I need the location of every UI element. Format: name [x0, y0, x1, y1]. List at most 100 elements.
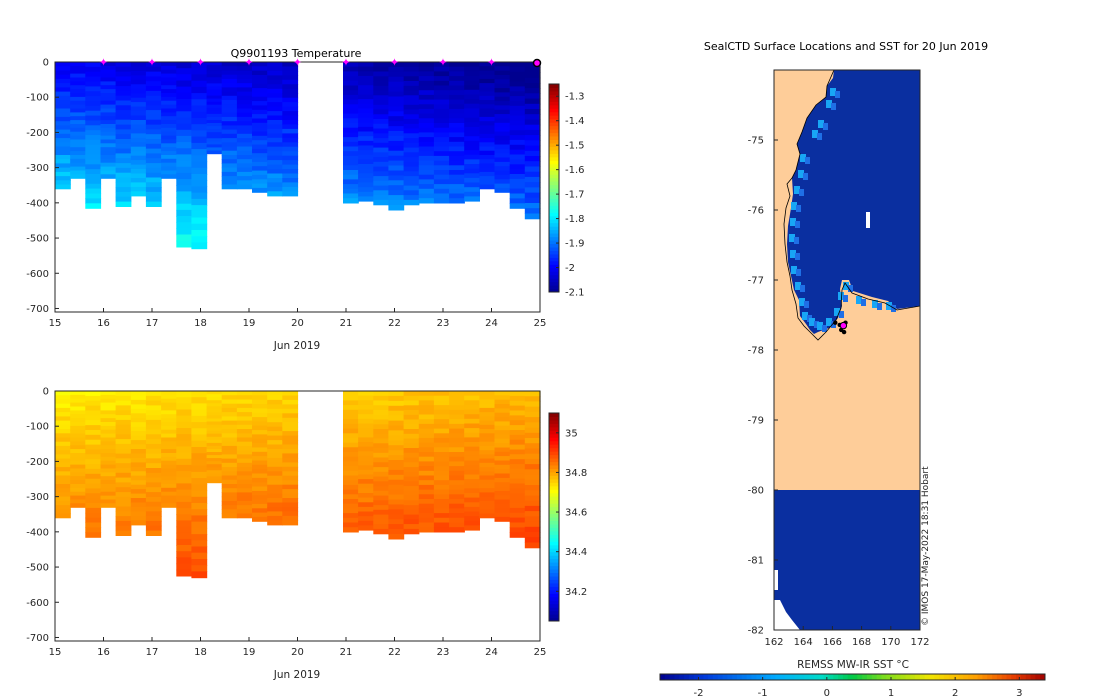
- section-cell: [282, 426, 299, 432]
- section-cell: [524, 129, 541, 136]
- colorbar-segment: [549, 458, 559, 463]
- section-cell: [494, 451, 511, 457]
- section-cell: [524, 124, 541, 131]
- section-cell: [145, 201, 162, 207]
- section-cell: [343, 409, 359, 416]
- section-cell: [85, 76, 102, 83]
- section-cell: [161, 391, 177, 396]
- section-cell: [343, 184, 359, 190]
- section-cell: [433, 66, 450, 72]
- section-cell: [236, 424, 253, 430]
- sst-colorbar-segment: [818, 674, 825, 680]
- section-cell: [252, 404, 268, 409]
- section-cell: [449, 447, 465, 453]
- sst-colorbar-segment: [862, 674, 868, 680]
- section-cell: [358, 159, 374, 165]
- section-cell: [221, 492, 238, 498]
- section-cell: [55, 458, 71, 464]
- section-cell: [403, 190, 420, 196]
- colorbar-segment: [549, 447, 559, 452]
- section-cell: [282, 391, 299, 397]
- sst-colorbar-segment: [996, 674, 1003, 680]
- section-cell: [176, 123, 193, 131]
- section-cell: [55, 95, 71, 101]
- section-cell: [236, 420, 253, 426]
- section-cell: [524, 438, 541, 444]
- section-cell: [479, 441, 496, 447]
- sst-colorbar-segment: [756, 674, 762, 680]
- section-cell: [509, 444, 526, 451]
- section-cell: [115, 71, 132, 77]
- section-cell: [161, 96, 177, 102]
- section-cell: [433, 90, 450, 96]
- section-cell: [55, 509, 71, 515]
- section-cell: [267, 417, 283, 423]
- colorbar-segment: [549, 575, 559, 580]
- section-cell: [55, 492, 71, 498]
- colorbar-segment: [549, 236, 559, 241]
- colorbar-segment: [549, 562, 559, 567]
- section-cell: [464, 108, 480, 114]
- section-cell: [236, 78, 253, 84]
- section-cell: [130, 449, 147, 455]
- section-cell: [282, 111, 299, 117]
- colorbar-segment: [549, 496, 559, 501]
- section-cell: [85, 478, 102, 485]
- section-cell: [464, 126, 480, 133]
- section-cell: [388, 111, 405, 117]
- section-cell: [479, 403, 496, 409]
- section-cell: [115, 477, 132, 483]
- section-cell: [418, 76, 435, 82]
- section-cell: [191, 62, 208, 69]
- section-cell: [70, 116, 86, 121]
- section-cell: [145, 424, 162, 431]
- sst-colorbar-tick-label: -1: [758, 688, 768, 699]
- section-cell: [373, 490, 390, 497]
- section-cell: [176, 452, 193, 460]
- colorbar-segment: [549, 205, 559, 210]
- section-cell: [509, 410, 526, 416]
- section-cell: [509, 120, 526, 126]
- colorbar-segment: [549, 437, 559, 442]
- section-cell: [145, 530, 162, 536]
- coastal-cell: [872, 300, 878, 308]
- section-cell: [145, 511, 162, 517]
- section-cell: [509, 507, 526, 514]
- x-tick-label: 15: [49, 318, 62, 329]
- section-cell: [206, 455, 223, 459]
- section-cell: [449, 405, 465, 411]
- section-cell: [130, 160, 147, 166]
- section-cell: [176, 228, 193, 236]
- section-cell: [494, 482, 511, 488]
- section-cell: [85, 159, 102, 165]
- section-cell: [252, 161, 268, 167]
- section-cell: [176, 105, 193, 112]
- section-cell: [115, 62, 132, 68]
- section-cell: [161, 93, 177, 98]
- section-cell: [55, 471, 71, 477]
- colorbar-segment: [549, 153, 559, 158]
- section-cell: [403, 81, 420, 87]
- section-cell: [418, 456, 435, 462]
- section-cell: [433, 475, 450, 481]
- section-cell: [433, 423, 450, 430]
- sst-colorbar-segment: [838, 674, 844, 680]
- section-cell: [221, 416, 238, 422]
- section-cell: [55, 146, 71, 152]
- section-cell: [524, 119, 541, 126]
- section-cell: [464, 460, 480, 466]
- section-cell: [282, 133, 299, 139]
- section-cell: [433, 160, 450, 166]
- section-cell: [373, 195, 390, 201]
- section-cell: [252, 421, 268, 427]
- section-cell: [85, 115, 102, 122]
- section-cell: [358, 89, 374, 95]
- section-cell: [85, 449, 102, 455]
- section-cell: [206, 412, 223, 417]
- section-cell: [191, 105, 208, 113]
- section-cell: [418, 527, 435, 533]
- section-cell: [388, 180, 405, 186]
- section-cell: [449, 522, 465, 528]
- section-cell: [509, 498, 526, 504]
- section-cell: [55, 129, 71, 135]
